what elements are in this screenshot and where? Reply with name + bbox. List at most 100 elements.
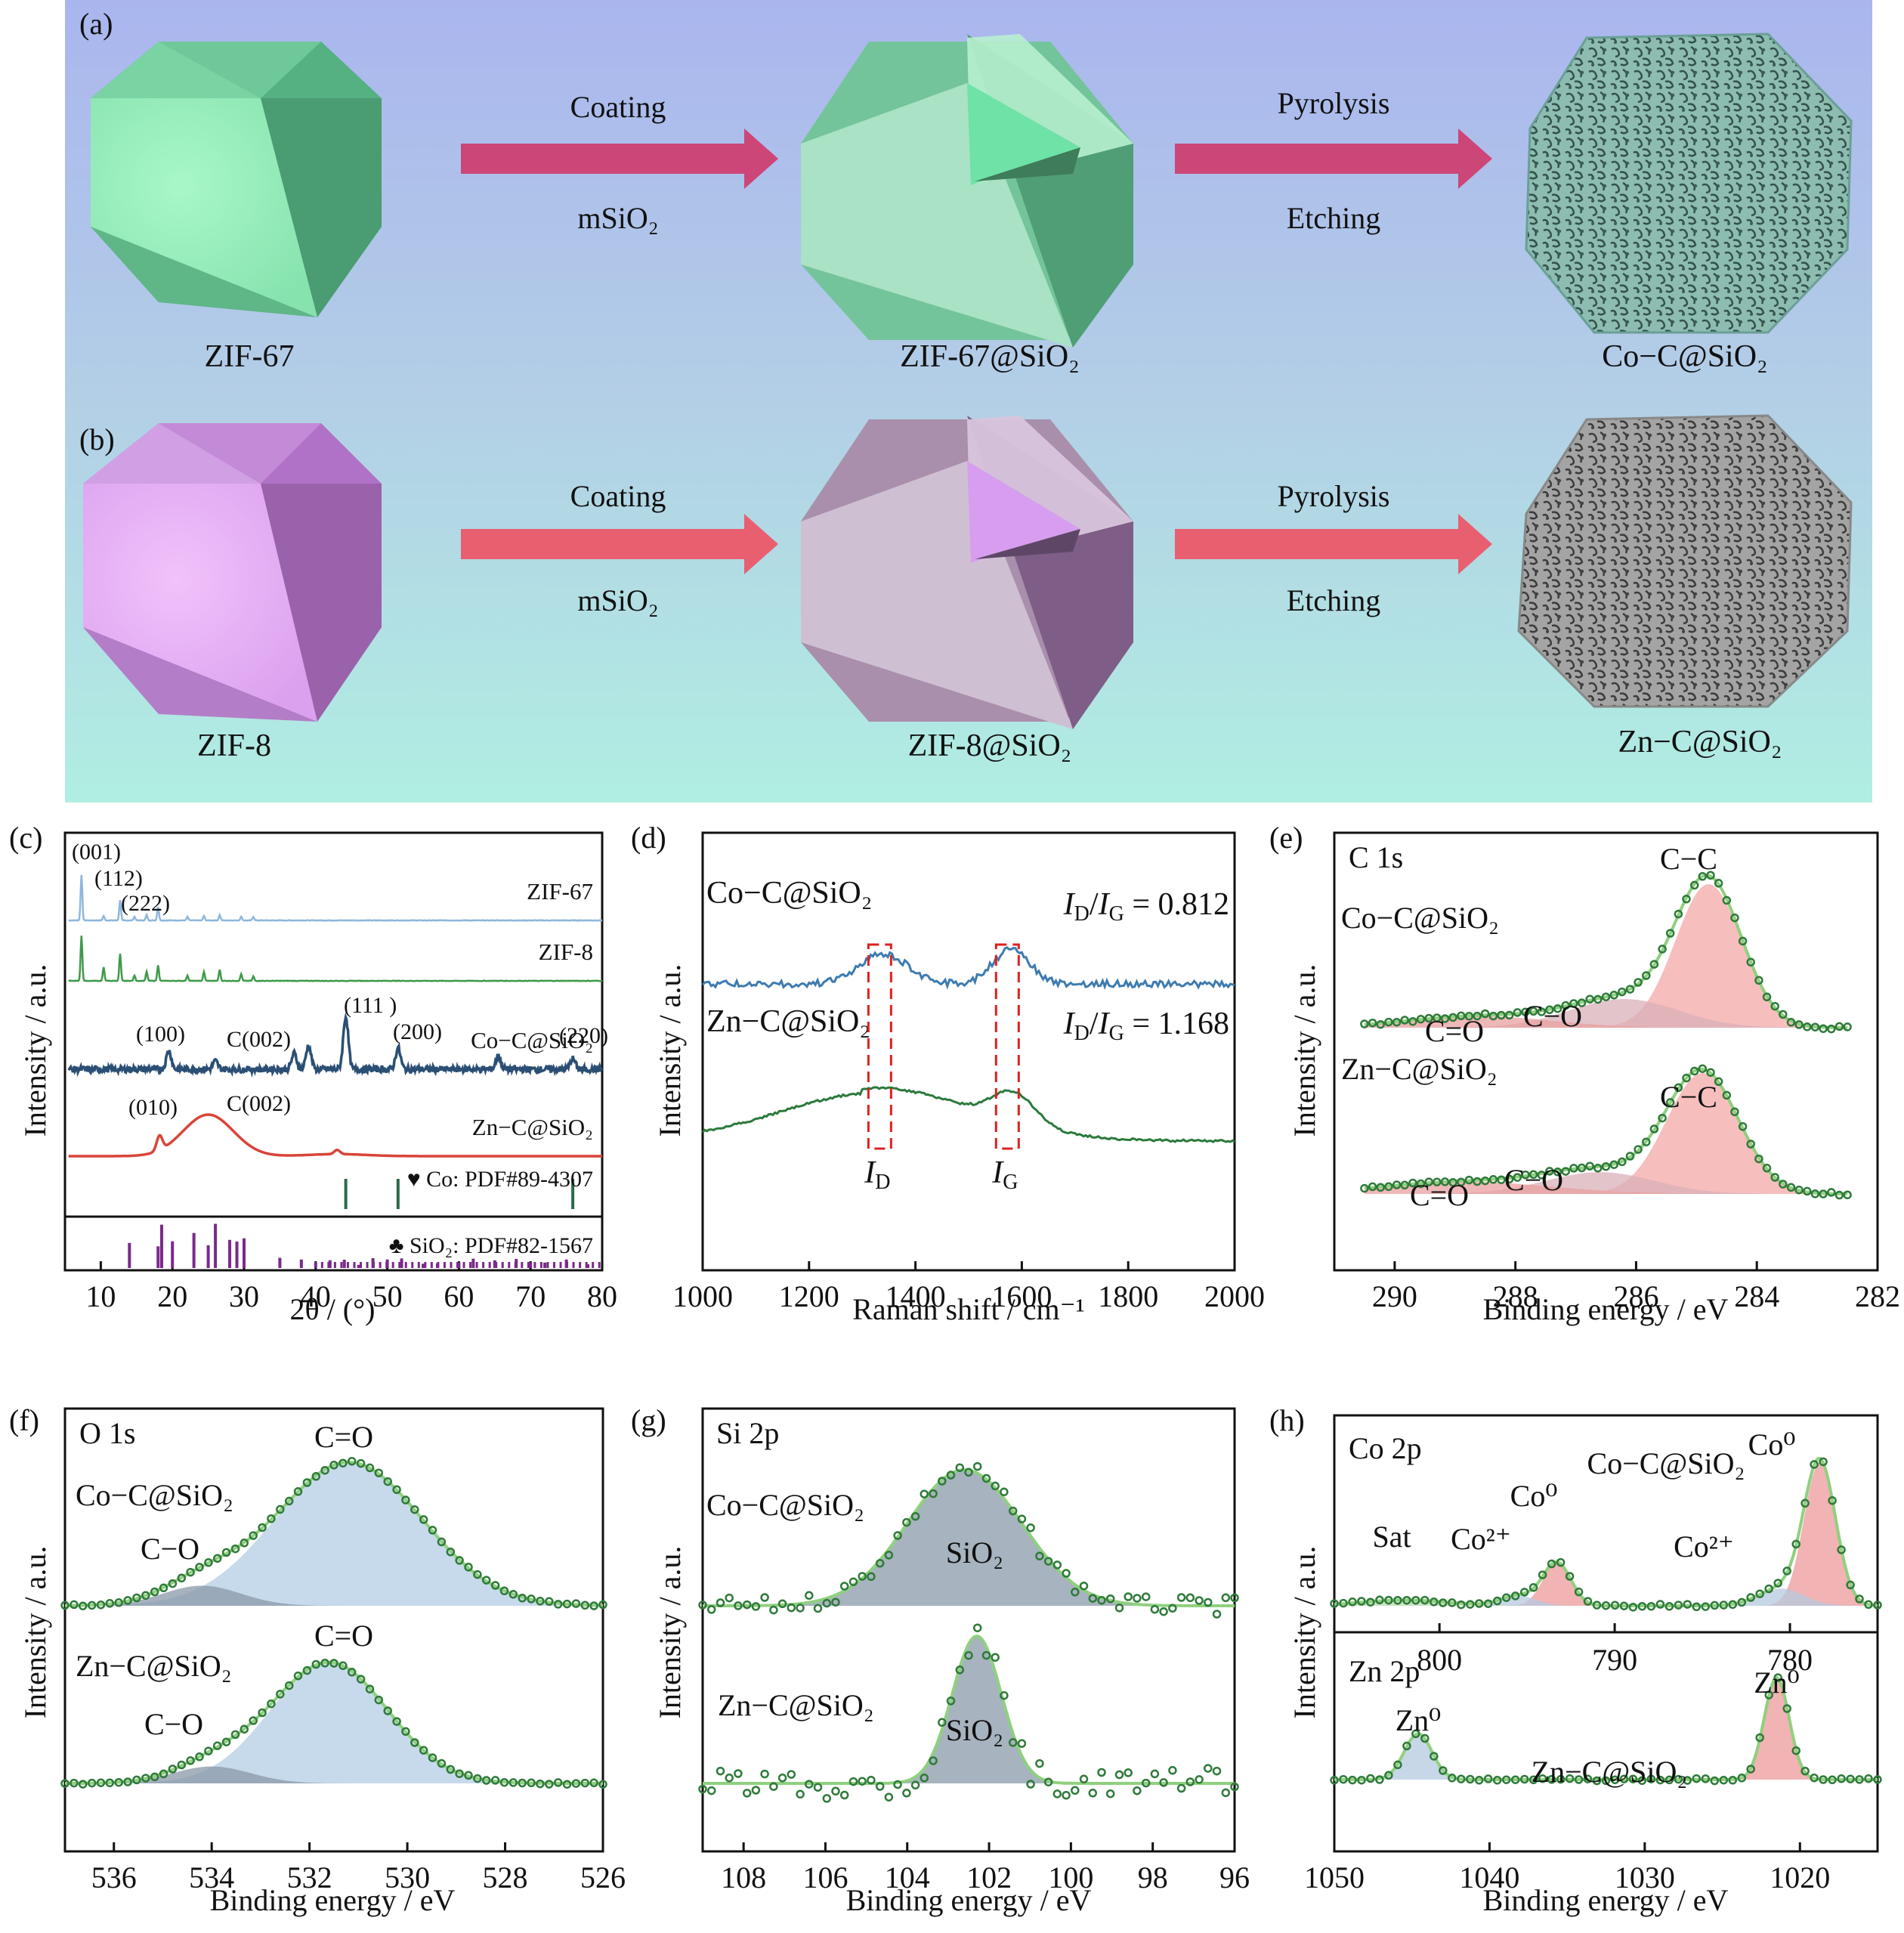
x-tick-label: 40 <box>301 1279 331 1313</box>
data-point <box>1114 1604 1124 1613</box>
zif67-sio2-crystal <box>801 34 1133 348</box>
data-point <box>1737 1597 1747 1607</box>
component-label: C−C <box>1660 1080 1717 1114</box>
data-point <box>1773 1579 1782 1588</box>
scheme-panel: (a) (b) Coating mSiO₂ Pyrolysis Etching … <box>65 0 1872 803</box>
data-point <box>1408 1178 1417 1188</box>
znc-sio2-porous-crystal <box>1517 414 1853 708</box>
component-label: C=O <box>1410 1178 1469 1212</box>
data-point <box>1547 1559 1556 1569</box>
data-point <box>311 1472 321 1481</box>
panel-title: Si 2p <box>716 1416 779 1450</box>
data-point <box>938 1477 947 1486</box>
arrow-a1 <box>461 128 778 189</box>
data-point <box>1521 1170 1530 1180</box>
data-point <box>1583 1597 1593 1606</box>
data-point <box>1519 1588 1529 1597</box>
component-fill-0 <box>1364 1073 1848 1194</box>
data-point <box>527 1778 536 1788</box>
data-point <box>1185 1593 1195 1603</box>
x-tick-label: 528 <box>483 1860 528 1894</box>
data-point <box>902 1789 911 1798</box>
data-point <box>1698 1064 1708 1073</box>
data-point <box>867 1775 876 1785</box>
component-label: SiO₂ <box>946 1536 1003 1570</box>
series-label: Zn−C@SiO₂ <box>472 1114 593 1140</box>
data-point <box>1746 957 1755 966</box>
data-point <box>1810 1773 1819 1783</box>
data-point <box>1488 1175 1498 1184</box>
chart-e-c1s: 290 288 286 284 282 (e) C 1s Binding energy / e… <box>1269 821 1900 1326</box>
data-point <box>1052 1560 1062 1570</box>
data-point <box>1376 1183 1385 1192</box>
data-point <box>725 1774 734 1783</box>
component-label: C=O <box>1425 1014 1484 1048</box>
data-point <box>777 1774 787 1783</box>
data-point <box>320 1659 329 1668</box>
data-point <box>1710 1601 1720 1610</box>
data-point <box>1008 1738 1018 1747</box>
series-line-3 <box>68 1113 602 1158</box>
data-point <box>1473 1177 1482 1186</box>
component-fill-0 <box>1334 1678 1878 1780</box>
data-point <box>1574 1775 1584 1784</box>
data-point <box>822 1598 832 1608</box>
plot-frame <box>701 831 1236 1272</box>
data-point <box>1706 1068 1715 1077</box>
data-point <box>1097 1595 1106 1605</box>
fit-envelope <box>1334 1457 1878 1607</box>
data-point <box>1528 1007 1538 1016</box>
data-point <box>875 1558 885 1568</box>
data-point <box>1674 1083 1683 1093</box>
data-point <box>1043 1557 1053 1566</box>
x-tick-label: 30 <box>229 1279 259 1313</box>
data-point <box>374 1468 384 1477</box>
data-point <box>212 1741 222 1750</box>
data-point <box>796 1789 805 1799</box>
data-point <box>562 1599 572 1609</box>
data-point <box>1585 1161 1594 1171</box>
data-point <box>1017 1739 1027 1748</box>
data-point <box>1464 1012 1474 1021</box>
arrow-b2-bottom-label: Etching <box>1287 583 1380 617</box>
data-point <box>1420 1734 1430 1743</box>
arrow-b1-top-label: Coating <box>570 479 666 513</box>
data-point <box>1221 1593 1231 1603</box>
data-point <box>929 1756 938 1765</box>
component-label: C=O <box>314 1619 373 1653</box>
plot-frame <box>63 1407 604 1853</box>
data-point <box>1008 1506 1018 1516</box>
data-point <box>320 1465 329 1475</box>
data-point <box>1609 1160 1618 1169</box>
data-point <box>1864 1774 1873 1783</box>
peak-annotation: (111 ) <box>344 993 397 1018</box>
arrow-a1-top-label: Coating <box>570 90 666 124</box>
data-point <box>1424 1013 1433 1023</box>
data-point <box>1655 1600 1665 1609</box>
x-tick-label: 282 <box>1855 1279 1900 1313</box>
component-fill-1 <box>1364 1172 1848 1194</box>
peak-annotation: (100) <box>136 1022 185 1047</box>
data-point <box>481 1576 491 1585</box>
data-point <box>1577 1163 1587 1173</box>
chart-f-o1s: 536 534 532 530 528 526 (f) O 1s Binding energy … <box>9 1403 626 1917</box>
data-point <box>751 1786 761 1795</box>
x-tick-label: 1000 <box>672 1279 733 1313</box>
data-point <box>1212 1766 1222 1776</box>
data-point <box>716 1598 725 1607</box>
data-point <box>1637 1776 1647 1786</box>
data-point <box>1610 1601 1620 1610</box>
chart-d-raman: 1000 1200 1400 1600 1800 2000 (d) Raman shift /… <box>631 821 1265 1326</box>
data-point <box>1168 1766 1177 1775</box>
arrow-b2-top-label: Pyrolysis <box>1278 479 1390 513</box>
data-point <box>1764 1584 1773 1594</box>
data-point <box>473 1774 482 1783</box>
panel-title: C 1s <box>1349 840 1403 874</box>
x-tick-label: 530 <box>385 1860 430 1894</box>
panel-title: O 1s <box>79 1416 135 1450</box>
peak-label-top: Sat <box>1372 1520 1411 1554</box>
data-point <box>1537 1007 1547 1016</box>
data-point <box>1618 1157 1627 1167</box>
data-point <box>1674 909 1683 919</box>
data-point <box>311 1659 321 1669</box>
